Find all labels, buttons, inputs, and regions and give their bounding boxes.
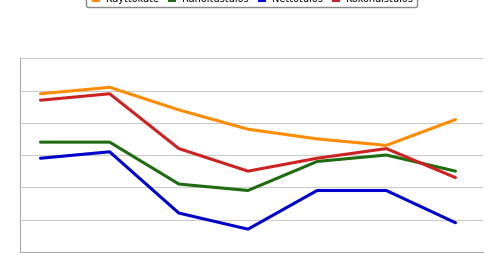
Legend: Käyttökate, Rahoitustulos, Nettotulos, Kokonaistulos: Käyttökate, Rahoitustulos, Nettotulos, K… [86,0,417,7]
